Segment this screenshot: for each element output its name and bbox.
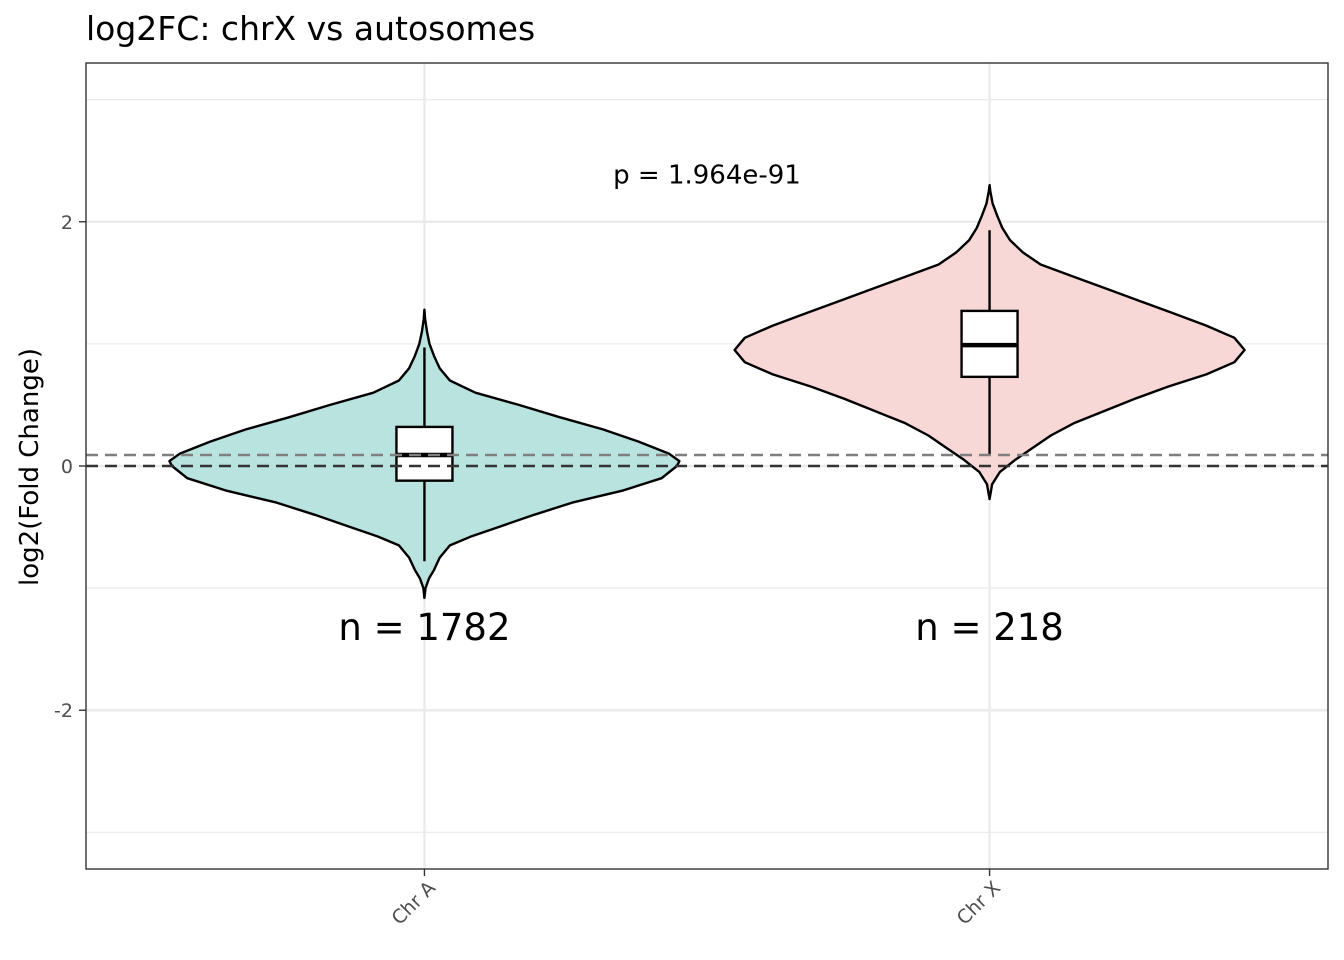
p-value-label: p = 1.964e-91 xyxy=(613,160,801,190)
n-label: n = 1782 xyxy=(338,606,510,649)
plot-area: n = 1782 n = 218 p = 1.964e-91 -2 0 2 Chr A Chr… xyxy=(54,62,1329,929)
x-tick-label: Chr X xyxy=(953,877,1005,929)
y-tick-label: 0 xyxy=(61,456,73,478)
x-tick-label: Chr A xyxy=(388,877,440,929)
y-tick-label: 2 xyxy=(61,212,73,234)
y-tick-label: -2 xyxy=(54,700,73,722)
y-axis-title: log2(Fold Change) xyxy=(15,348,45,586)
n-label: n = 218 xyxy=(915,606,1064,649)
chart-title: log2FC: chrX vs autosomes xyxy=(86,9,535,48)
